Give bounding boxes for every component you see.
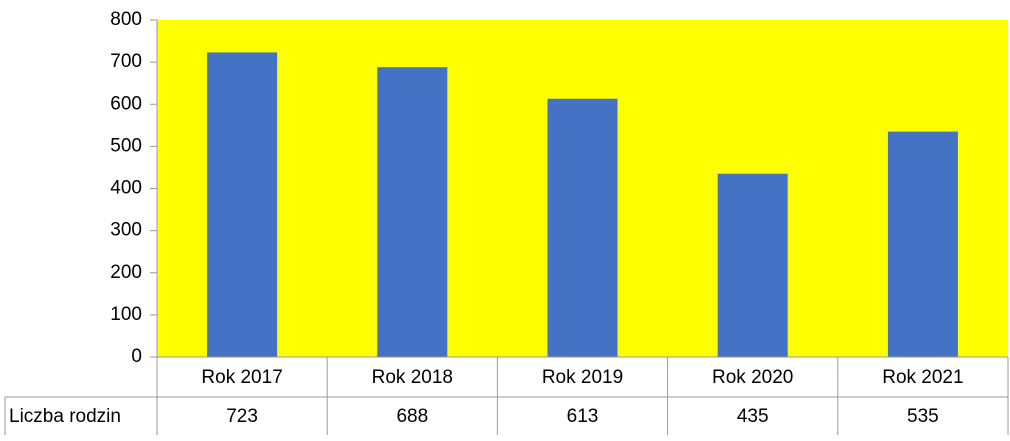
y-tick-label: 200 xyxy=(110,262,142,283)
table-value: 688 xyxy=(396,406,428,427)
table-value: 535 xyxy=(907,406,939,427)
table-value: 613 xyxy=(567,406,599,427)
y-tick-label: 700 xyxy=(110,51,142,72)
y-tick-label: 300 xyxy=(110,220,142,241)
y-tick-label: 100 xyxy=(110,304,142,325)
table-value: 435 xyxy=(737,406,769,427)
x-tick-label: Rok 2018 xyxy=(372,367,453,388)
x-tick-label: Rok 2020 xyxy=(712,367,793,388)
x-tick-label: Rok 2017 xyxy=(201,367,282,388)
x-tick-label: Rok 2019 xyxy=(542,367,623,388)
bar xyxy=(717,173,788,357)
bar xyxy=(377,67,448,358)
table-row-label: Liczba rodzin xyxy=(9,406,121,427)
y-tick-label: 600 xyxy=(110,93,142,114)
y-tick-label: 500 xyxy=(110,135,142,156)
y-tick-label: 0 xyxy=(131,346,142,367)
bar xyxy=(547,98,618,358)
bar xyxy=(887,131,958,357)
y-tick-label: 800 xyxy=(110,9,142,30)
x-tick-label: Rok 2021 xyxy=(882,367,963,388)
table-value: 723 xyxy=(226,406,258,427)
y-tick-label: 400 xyxy=(110,178,142,199)
bar xyxy=(207,52,278,357)
